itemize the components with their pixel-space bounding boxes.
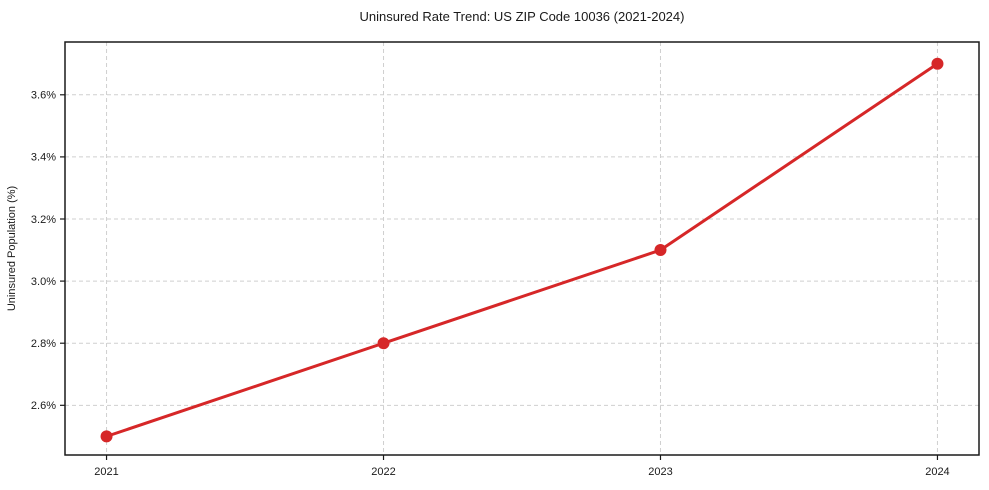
y-tick-label: 2.6%	[31, 400, 56, 412]
y-axis-label: Uninsured Population (%)	[6, 186, 18, 311]
x-tick-label: 2024	[925, 466, 949, 478]
trend-line	[105, 62, 939, 438]
data-point-marker	[377, 337, 390, 350]
y-tick-label: 3.4%	[31, 152, 56, 164]
x-tick-label: 2023	[648, 466, 672, 478]
y-tick-label: 2.8%	[31, 338, 56, 350]
data-point-marker	[654, 244, 667, 257]
y-tick-label: 3.6%	[31, 90, 56, 102]
y-tick-label: 3.0%	[31, 276, 56, 288]
data-point-marker	[931, 57, 944, 70]
y-tick-label: 3.2%	[31, 214, 56, 226]
data-point-marker	[100, 430, 113, 443]
chart-title: Uninsured Rate Trend: US ZIP Code 10036 …	[360, 9, 685, 24]
plot-frame	[64, 41, 980, 456]
x-tick-label: 2022	[371, 466, 395, 478]
x-tick-label: 2021	[94, 466, 118, 478]
